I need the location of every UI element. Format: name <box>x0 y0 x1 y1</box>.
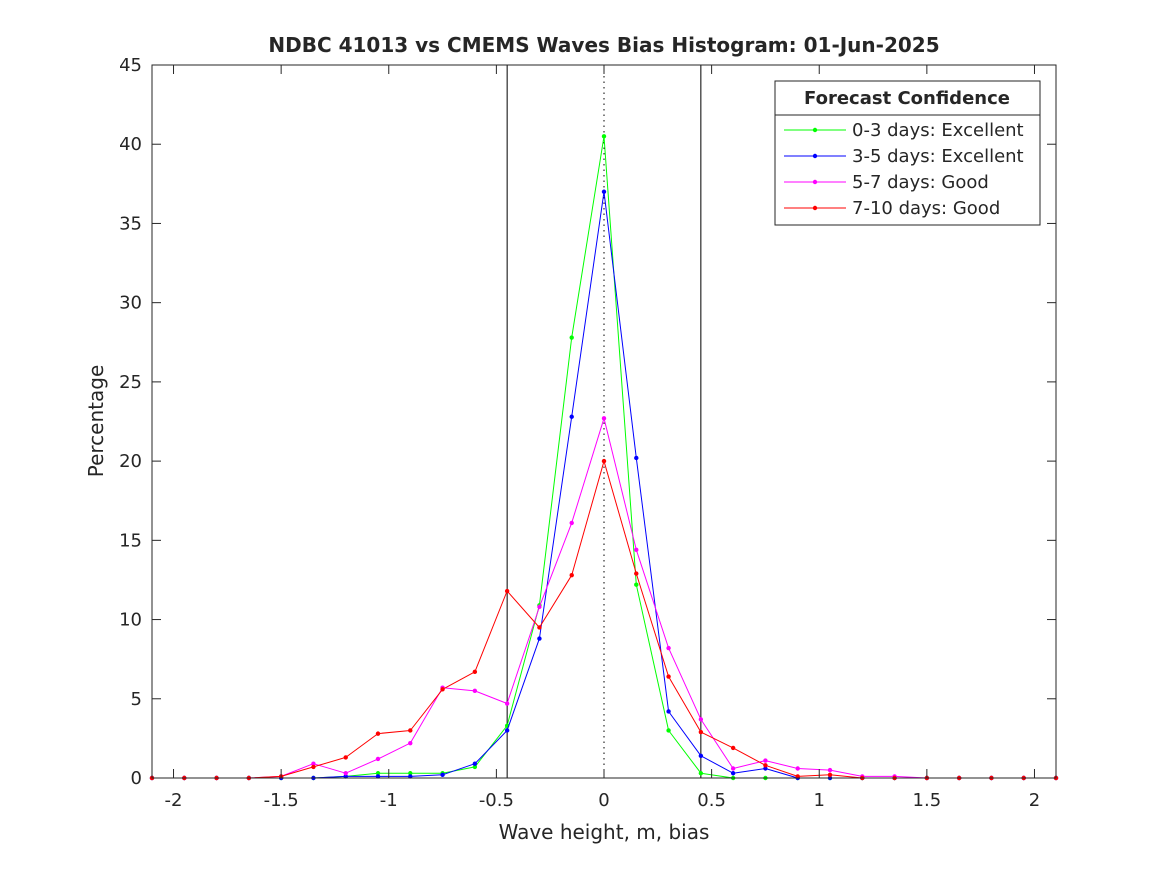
data-point <box>763 758 768 763</box>
data-point <box>698 729 704 735</box>
data-point <box>375 771 381 776</box>
y-tick-label: 40 <box>119 134 142 155</box>
data-point <box>634 571 639 576</box>
legend-swatch-marker <box>812 179 818 185</box>
data-point <box>601 458 607 464</box>
data-point <box>537 604 542 610</box>
y-tick-label: 25 <box>119 372 142 393</box>
data-point <box>730 771 736 776</box>
data-point <box>666 728 671 733</box>
data-point <box>311 761 316 766</box>
data-point <box>569 414 574 419</box>
data-point <box>698 717 704 722</box>
legend-item-2: 3-5 days: Excellent <box>784 146 1024 167</box>
x-tick-label: 2 <box>1029 790 1040 811</box>
data-point <box>472 669 478 675</box>
data-point <box>343 771 348 776</box>
legend-label: 7-10 days: Good <box>852 198 1000 219</box>
data-point <box>375 731 381 736</box>
chart-title: NDBC 41013 vs CMEMS Waves Bias Histogram… <box>268 33 939 57</box>
data-point <box>472 688 478 694</box>
y-tick-label: 35 <box>119 213 142 234</box>
x-tick-label: 1.5 <box>913 790 942 811</box>
x-tick-label: -1 <box>380 790 398 811</box>
x-tick-label: -1.5 <box>264 790 299 811</box>
data-point <box>601 189 607 194</box>
data-point <box>408 740 413 746</box>
legend-swatch-marker <box>812 127 818 133</box>
legend-item-4: 7-10 days: Good <box>784 198 1000 219</box>
legend-items: 0-3 days: Excellent 3-5 days: Excellent 5-… <box>784 120 1024 219</box>
data-point <box>504 588 510 594</box>
data-point <box>569 520 574 526</box>
legend-item-3: 5-7 days: Good <box>784 172 989 193</box>
y-tick-label: 30 <box>119 293 142 314</box>
data-point <box>601 134 607 139</box>
legend-label: 5-7 days: Good <box>852 172 989 193</box>
x-tick-label: 1 <box>814 790 825 811</box>
data-point <box>504 701 510 706</box>
data-point <box>795 766 800 771</box>
legend-swatch-marker <box>812 153 818 159</box>
data-point <box>698 771 704 776</box>
reference-lines <box>506 65 702 778</box>
x-tick-label: -0.5 <box>479 790 514 811</box>
data-point <box>408 771 413 776</box>
data-point <box>311 764 316 770</box>
data-point <box>730 766 736 771</box>
x-tick-label: 0 <box>598 790 609 811</box>
legend-label: 3-5 days: Excellent <box>852 146 1024 167</box>
legend-label: 0-3 days: Excellent <box>852 120 1024 141</box>
data-point <box>601 416 607 421</box>
data-point <box>827 767 833 773</box>
data-point <box>440 687 445 692</box>
data-point <box>634 455 639 461</box>
y-tick-label: 20 <box>119 451 142 472</box>
data-point <box>343 755 348 760</box>
data-point <box>375 756 381 762</box>
data-point <box>472 764 478 770</box>
data-point <box>763 766 768 771</box>
data-point <box>763 763 768 768</box>
data-point <box>408 728 413 733</box>
legend-box <box>774 80 1041 226</box>
data-point <box>666 709 671 714</box>
y-tick-label: 45 <box>119 55 142 76</box>
data-point <box>827 772 833 778</box>
x-ticks: -2 -1.5 -1 -0.5 0 0.5 1 1.5 2 <box>165 65 1040 811</box>
y-tick-label: 10 <box>119 610 142 631</box>
data-point <box>634 547 639 553</box>
data-point <box>698 753 704 759</box>
legend: Forecast Confidence 0-3 days: Excellent 3… <box>774 80 1041 226</box>
data-point <box>730 745 736 751</box>
legend-swatch-marker <box>812 205 818 211</box>
x-tick-label: -2 <box>165 790 183 811</box>
x-tick-label: 0.5 <box>697 790 726 811</box>
y-tick-label: 0 <box>131 768 142 789</box>
data-point <box>472 761 478 766</box>
data-point <box>666 645 671 651</box>
data-point <box>569 572 574 578</box>
legend-item-1: 0-3 days: Excellent <box>784 120 1024 141</box>
data-point <box>634 582 639 587</box>
data-point <box>504 728 510 733</box>
y-axis-label: Percentage <box>84 365 108 478</box>
y-ticks: 0 5 10 15 20 25 30 35 40 45 <box>119 55 1056 789</box>
y-tick-label: 5 <box>131 689 142 710</box>
y-tick-label: 15 <box>119 530 142 551</box>
x-axis-label: Wave height, m, bias <box>499 820 710 844</box>
data-point <box>537 625 542 630</box>
data-point <box>537 636 542 641</box>
legend-title: Forecast Confidence <box>804 88 1010 109</box>
data-point <box>440 772 445 778</box>
data-point <box>666 674 671 679</box>
data-point <box>569 335 574 340</box>
